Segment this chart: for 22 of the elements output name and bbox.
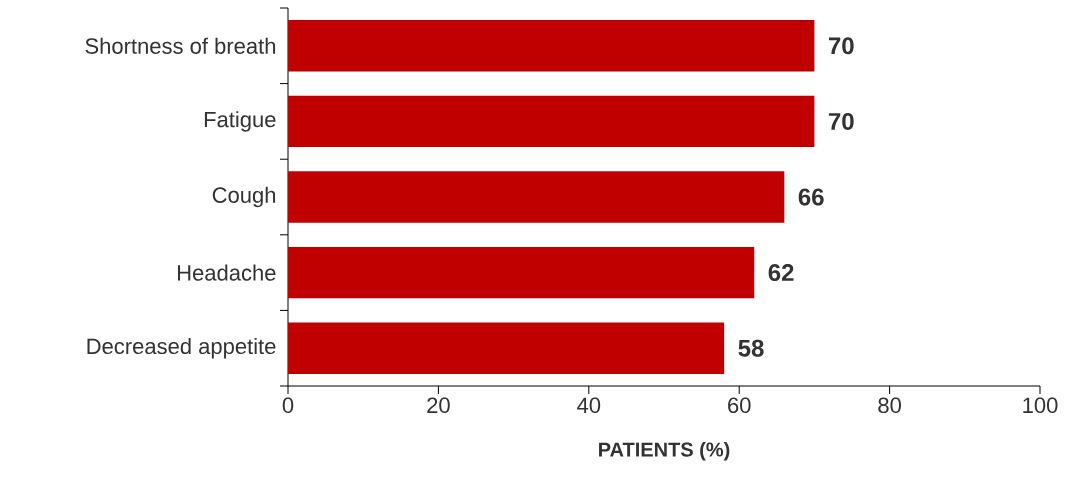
data-label: 66 xyxy=(798,188,824,206)
y-tick-label: Cough xyxy=(212,186,276,208)
data-label: 70 xyxy=(828,37,854,55)
x-tick-label: 20 xyxy=(427,397,450,414)
x-tick-label: 0 xyxy=(282,397,294,414)
data-label: 62 xyxy=(768,264,794,282)
y-tick-label: Decreased appetite xyxy=(87,337,276,359)
x-tick-label: 60 xyxy=(728,397,751,414)
bar xyxy=(288,246,755,299)
bar xyxy=(288,171,785,223)
x-tick-label: 80 xyxy=(878,397,901,414)
x-tick-label: 100 xyxy=(1023,397,1058,414)
y-tick-label: Headache xyxy=(178,264,276,281)
x-tick-label: 40 xyxy=(577,397,601,414)
y-tick-label: Shortness of breath xyxy=(85,37,276,54)
bar xyxy=(288,95,815,148)
x-axis-title: PATIENTS (%) xyxy=(599,441,730,461)
bar xyxy=(288,20,815,72)
bar xyxy=(288,322,725,374)
data-label: 58 xyxy=(738,339,764,357)
data-label: 70 xyxy=(828,112,854,130)
y-tick-label: Fatigue xyxy=(204,111,276,132)
